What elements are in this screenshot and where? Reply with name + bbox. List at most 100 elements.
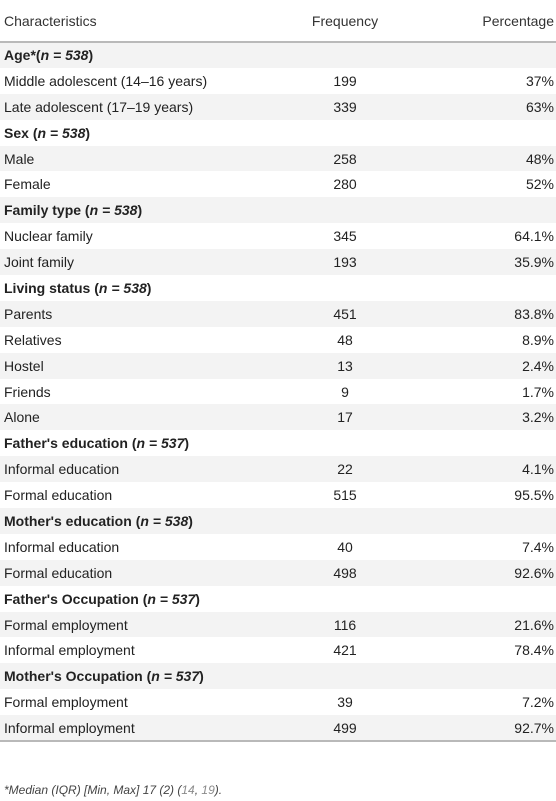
section-header-row: Mother's Occupation (n = 537)	[0, 663, 556, 690]
section-header-row: Mother's education (n = 538)	[0, 508, 556, 534]
section-header-row: Living status (n = 538)	[0, 275, 556, 301]
frequency-cell: 116	[333, 616, 357, 633]
frequency-cell: 345	[333, 228, 357, 245]
table-row: Female 280 52%	[0, 171, 556, 198]
percentage-cell: 2.4%	[522, 357, 554, 374]
empty-cell	[420, 430, 556, 456]
section-header-row: Father's Occupation (n = 537)	[0, 585, 556, 612]
empty-cell	[420, 586, 556, 612]
row-label: Female	[4, 176, 51, 193]
row-label: Formal education	[4, 564, 113, 581]
row-label: Informal employment	[4, 642, 135, 659]
percentage-cell: 92.7%	[514, 719, 554, 736]
row-label: Male	[4, 150, 35, 167]
table-row: Informal employment 421 78.4%	[0, 637, 556, 664]
percentage-cell: 78.4%	[514, 642, 554, 659]
frequency-cell: 199	[333, 72, 357, 89]
section-n: n = 538	[98, 279, 147, 296]
footnote-max-link[interactable]: 19	[201, 783, 215, 797]
empty-cell	[420, 663, 556, 689]
paren-open: (	[94, 279, 99, 296]
frequency-cell: 498	[333, 564, 357, 581]
frequency-cell: 39	[337, 694, 353, 711]
row-label: Formal employment	[4, 616, 128, 633]
section-header-row: Father's education (n = 537)	[0, 430, 556, 457]
table-row: Informal employment 499 92.7%	[0, 715, 556, 742]
frequency-cell: 13	[337, 357, 353, 374]
percentage-cell: 37%	[525, 72, 554, 89]
section-header-cell: Family type (n = 538)	[0, 197, 270, 223]
table-row: Male 258 48%	[0, 145, 556, 172]
empty-cell	[420, 508, 556, 534]
paren-close: )	[88, 47, 94, 64]
table-row: Formal employment 39 7.2%	[0, 689, 556, 716]
section-header-row: Sex (n = 538)	[0, 119, 556, 146]
table-row: Nuclear family 345 64.1%	[0, 223, 556, 250]
frequency-cell: 451	[333, 305, 357, 322]
section-label: Father's Occupation	[4, 590, 143, 607]
footnote-min-link[interactable]: 14	[181, 783, 195, 797]
section-n: n = 537	[136, 435, 185, 452]
paren-close: )	[195, 590, 200, 607]
frequency-cell: 339	[333, 98, 357, 115]
empty-cell	[270, 42, 420, 68]
row-label: Informal education	[4, 461, 120, 478]
percentage-cell: 3.2%	[522, 409, 554, 426]
section-header-cell: Age*(n = 538)	[0, 42, 270, 68]
footnote-suffix: ).	[214, 783, 223, 797]
section-label: Living status	[4, 279, 95, 296]
footnote-text: *Median (IQR) [Min, Max] 17 (2) (	[4, 783, 182, 797]
percentage-cell: 4.1%	[522, 461, 554, 478]
section-header-cell: Father's Occupation (n = 537)	[0, 586, 270, 612]
paren-close: )	[146, 279, 152, 296]
section-header-cell: Mother's Occupation (n = 537)	[0, 663, 270, 689]
table-header-row: Characteristics Frequency Percentage	[0, 0, 556, 43]
frequency-cell: 17	[337, 409, 353, 426]
table-row: Hostel 13 2.4%	[0, 352, 556, 379]
empty-cell	[420, 42, 556, 68]
row-label: Nuclear family	[4, 228, 93, 245]
percentage-cell: 7.4%	[522, 538, 554, 555]
paren-open: (	[135, 512, 141, 529]
paren-close: )	[188, 512, 193, 529]
section-label: Sex	[4, 124, 33, 141]
row-label: Informal education	[4, 538, 120, 555]
section-header-row: Age*(n = 538)	[0, 42, 556, 68]
column-header-frequency: Frequency	[270, 0, 420, 43]
row-label: Informal employment	[4, 719, 135, 736]
frequency-cell: 421	[333, 642, 357, 659]
frequency-cell: 499	[333, 719, 357, 736]
percentage-cell: 83.8%	[514, 305, 554, 322]
row-label: Formal education	[4, 487, 113, 504]
paren-open: (	[131, 435, 137, 452]
section-n: n = 537	[151, 668, 200, 685]
section-label: Mother's Occupation	[4, 668, 147, 685]
column-header-percentage: Percentage	[420, 0, 556, 43]
empty-cell	[270, 430, 420, 456]
section-label: Mother's education	[4, 512, 136, 529]
percentage-cell: 95.5%	[514, 487, 554, 504]
row-label: Parents	[4, 305, 53, 322]
empty-cell	[270, 197, 420, 223]
row-label: Hostel	[4, 357, 44, 374]
table-row: Friends 9 1.7%	[0, 378, 556, 405]
paren-open: (	[35, 47, 41, 64]
section-header-cell: Living status (n = 538)	[0, 275, 270, 301]
table-row: Formal employment 116 21.6%	[0, 611, 556, 638]
frequency-cell: 280	[333, 176, 357, 193]
paren-close: )	[137, 202, 143, 219]
table-row: Formal education 515 95.5%	[0, 482, 556, 509]
section-n: n = 537	[147, 590, 196, 607]
section-n: n = 538	[37, 124, 86, 141]
empty-cell	[420, 275, 556, 301]
section-label: Father's education	[4, 435, 132, 452]
table-row: Relatives 48 8.9%	[0, 326, 556, 353]
frequency-cell: 48	[337, 331, 353, 348]
percentage-cell: 21.6%	[514, 616, 554, 633]
table-row: Late adolescent (17–19 years) 339 63%	[0, 93, 556, 120]
paren-close: )	[85, 124, 91, 141]
footnote-separator: ,	[194, 783, 202, 797]
percentage-cell: 52%	[525, 176, 554, 193]
empty-cell	[270, 586, 420, 612]
